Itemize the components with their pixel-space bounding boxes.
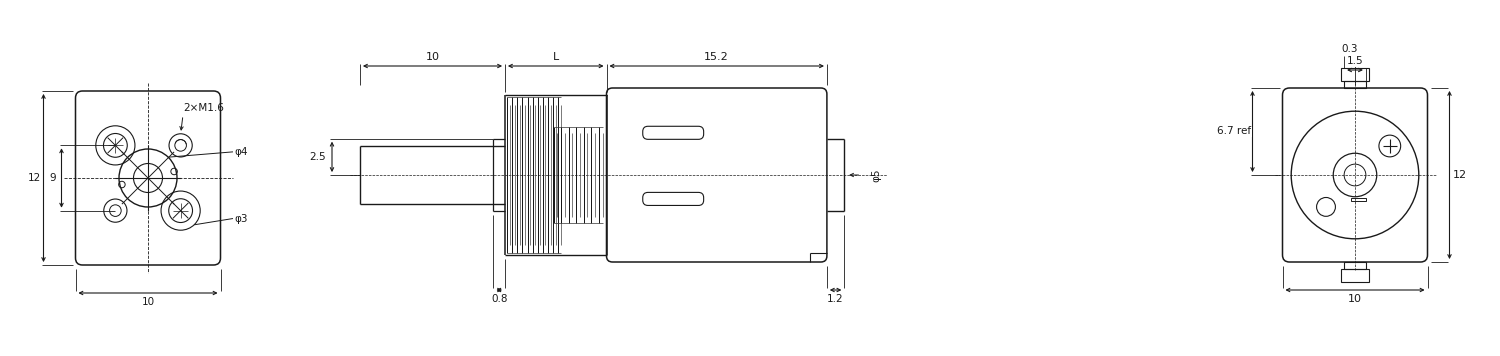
Text: φ5: φ5 xyxy=(871,168,882,182)
Text: 2.5: 2.5 xyxy=(309,152,327,162)
Text: 12: 12 xyxy=(1452,170,1467,180)
Bar xyxy=(1341,269,1370,282)
Bar xyxy=(1344,81,1366,88)
Text: 0.3: 0.3 xyxy=(1341,44,1358,54)
Text: 12: 12 xyxy=(28,173,40,183)
Text: φ3: φ3 xyxy=(234,214,248,224)
Text: φ4: φ4 xyxy=(234,147,248,157)
Text: L: L xyxy=(552,52,560,62)
Bar xyxy=(1344,262,1366,269)
Text: 10: 10 xyxy=(1348,294,1362,304)
Text: 6.7 ref: 6.7 ref xyxy=(1218,126,1251,136)
Text: 2×M1.6: 2×M1.6 xyxy=(183,103,224,113)
Text: 9: 9 xyxy=(50,173,55,183)
Text: 10: 10 xyxy=(426,52,439,62)
Bar xyxy=(1352,198,1366,201)
Text: 1.2: 1.2 xyxy=(828,294,844,304)
Text: 0.8: 0.8 xyxy=(490,294,507,304)
Text: 10: 10 xyxy=(141,297,154,307)
Bar xyxy=(1341,68,1370,81)
Text: 15.2: 15.2 xyxy=(705,52,729,62)
Text: 1.5: 1.5 xyxy=(1347,56,1364,66)
